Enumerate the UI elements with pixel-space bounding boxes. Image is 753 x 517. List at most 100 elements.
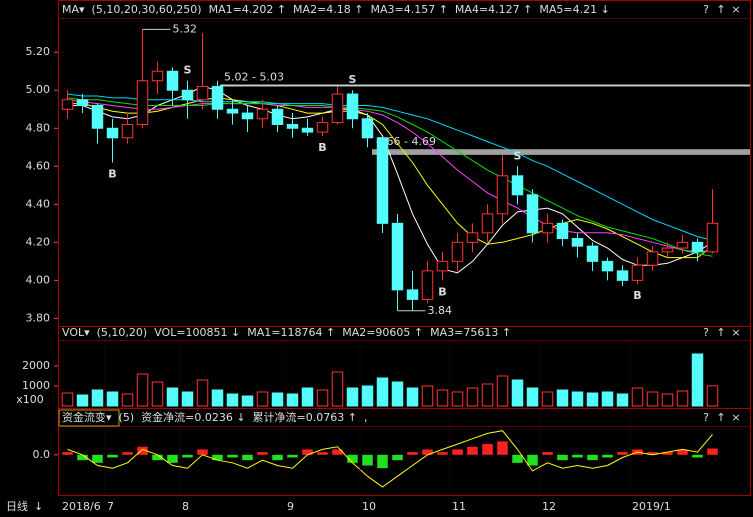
candle-body <box>676 241 689 249</box>
volume-unit: x100 <box>16 393 44 406</box>
volume-bar <box>556 389 569 407</box>
panel-button[interactable]: ↑ <box>716 326 725 339</box>
flow-bar <box>62 452 73 455</box>
volume-bar <box>226 393 239 407</box>
candle-body <box>286 123 299 129</box>
period-arrow[interactable]: ↓ <box>34 500 43 513</box>
x-tick-label: 2018/6 <box>62 500 101 513</box>
candle-body <box>301 127 314 133</box>
flow-bar <box>182 454 193 458</box>
panel-button[interactable]: ? <box>703 411 709 424</box>
volume-bar <box>511 379 524 407</box>
candle-body <box>601 260 614 272</box>
flow-panel-frame <box>58 408 751 496</box>
candle-body <box>166 70 179 91</box>
y-tick-label: 4.60 <box>26 159 51 172</box>
flow-bar <box>107 454 118 458</box>
legend-item: MA1=4.202 ↑ <box>209 3 286 16</box>
flow-bar <box>527 454 538 466</box>
trade-signal: B <box>633 289 641 302</box>
volume-bar <box>301 387 314 407</box>
price-level-label: 5.02 - 5.03 <box>224 71 284 84</box>
trade-signal: B <box>438 285 446 298</box>
flow-bar <box>317 452 328 455</box>
volume-bar <box>211 389 224 407</box>
candle-body <box>331 93 344 124</box>
panel-button[interactable]: ↑ <box>716 411 725 424</box>
volume-bar <box>241 395 254 407</box>
candle-body <box>496 175 509 215</box>
volume-bar <box>76 394 89 407</box>
volume-bar <box>376 377 389 407</box>
candle-body <box>61 99 74 110</box>
y-tick-label: 4.40 <box>26 197 51 210</box>
y-tick-label: 4.00 <box>26 273 51 286</box>
candle-body <box>346 93 359 120</box>
panel-button[interactable]: ↑ <box>716 3 725 16</box>
panel-button[interactable]: ? <box>703 3 709 16</box>
flow-bar <box>257 452 268 455</box>
legend-item: MA▾ <box>62 3 85 16</box>
volume-bar <box>181 391 194 407</box>
volume-bar <box>151 381 164 407</box>
volume-bar <box>286 393 299 407</box>
candle-body <box>361 118 374 139</box>
x-tick-label: 12 <box>542 500 556 513</box>
flow-bar <box>407 452 418 455</box>
candle-body <box>121 123 134 139</box>
candle-body <box>526 194 539 234</box>
volume-bar <box>406 387 419 407</box>
legend-item: (5,10,20) <box>97 326 148 339</box>
candle-body <box>196 85 209 101</box>
price-level-band <box>220 84 750 87</box>
flow-bar <box>242 454 253 461</box>
trade-signal: S <box>514 149 522 162</box>
flow-bar <box>347 454 358 463</box>
candle-body <box>616 270 629 281</box>
candle-body <box>241 112 254 120</box>
flow-bar <box>332 449 343 455</box>
volume-bar <box>271 392 284 407</box>
volume-bar <box>541 391 554 407</box>
legend-item: 资金净流=0.0236 ↓ <box>141 410 245 424</box>
candle-body <box>406 289 419 300</box>
volume-bar <box>91 389 104 407</box>
y-tick-label: 0.0 <box>33 448 51 461</box>
legend-item: , <box>364 411 368 424</box>
volume-bar <box>436 389 449 407</box>
candle-body <box>136 80 149 125</box>
candle-body <box>466 232 479 243</box>
panel-button[interactable]: × <box>731 411 740 424</box>
candle-body <box>631 264 644 281</box>
candle-body <box>481 213 494 234</box>
volume-bar <box>421 385 434 407</box>
period-label[interactable]: 日线 <box>6 499 28 513</box>
candle-body <box>571 238 584 247</box>
volume-bar <box>631 387 644 407</box>
flow-bar <box>707 448 718 455</box>
candle-body <box>556 222 569 240</box>
x-tick-label: 9 <box>287 500 294 513</box>
flow-bar <box>287 454 298 458</box>
panel-button[interactable]: ? <box>703 326 709 339</box>
y-tick-label: 4.80 <box>26 121 51 134</box>
flow-bar <box>197 449 208 455</box>
panel-button[interactable]: × <box>731 3 740 16</box>
volume-bar <box>706 385 719 407</box>
candle-body <box>271 108 284 125</box>
flow-bar <box>512 454 523 463</box>
candle-body <box>541 222 554 234</box>
volume-bar <box>331 371 344 407</box>
candle-body <box>391 222 404 291</box>
panel-button[interactable]: × <box>731 326 740 339</box>
candle-body <box>661 247 674 253</box>
x-tick-label: 8 <box>182 500 189 513</box>
flow-bar <box>692 454 703 458</box>
candle-body <box>436 260 449 272</box>
flow-bar <box>542 452 553 455</box>
legend-item: (5,10,20,30,60,250) <box>92 3 202 16</box>
price-level-band <box>372 149 750 155</box>
flow-bar <box>362 454 373 466</box>
